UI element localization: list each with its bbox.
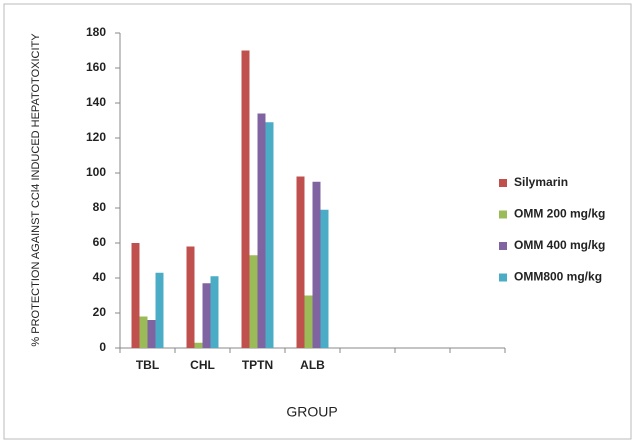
legend-swatch	[499, 273, 507, 282]
bar	[131, 243, 140, 348]
legend-label: OMM800 mg/kg	[514, 270, 602, 284]
legend-label: Silymarin	[514, 175, 568, 189]
x-tick-label: CHL	[190, 358, 215, 372]
y-tick-label: 160	[86, 60, 106, 74]
legend-swatch	[499, 179, 507, 187]
bar	[304, 295, 313, 348]
bar	[312, 181, 321, 348]
bar	[155, 272, 164, 348]
bar	[210, 276, 219, 348]
legend-swatch	[499, 242, 507, 250]
legend-label: OMM 200 mg/kg	[514, 207, 605, 221]
x-tick-label: ALB	[300, 358, 325, 372]
x-tick-label: TPTN	[242, 358, 273, 372]
bar	[202, 283, 211, 348]
bar	[320, 209, 329, 348]
bar	[296, 176, 305, 348]
y-tick-label: 120	[86, 130, 106, 144]
y-tick-label: 60	[93, 235, 107, 249]
x-tick-label: TBL	[136, 358, 159, 372]
y-tick-label: 20	[93, 305, 107, 319]
bar	[249, 255, 258, 348]
bar	[139, 316, 148, 348]
y-axis-title: % PROTECTION AGAINST CCl4 INDUCED HEPATO…	[30, 33, 42, 347]
y-tick-label: 140	[86, 95, 106, 109]
y-tick-label: 0	[99, 340, 106, 354]
y-tick-label: 40	[93, 270, 107, 284]
bar	[241, 50, 250, 348]
bar	[194, 342, 203, 348]
y-tick-label: 180	[86, 25, 106, 39]
legend-swatch	[499, 210, 507, 219]
bar	[186, 246, 195, 348]
y-tick-label: 80	[93, 200, 107, 214]
bar	[257, 113, 266, 348]
bar	[147, 320, 156, 348]
y-tick-label: 100	[86, 165, 106, 179]
x-axis-title: GROUP	[286, 404, 337, 420]
legend-label: OMM 400 mg/kg	[514, 238, 605, 252]
bar	[265, 122, 274, 348]
